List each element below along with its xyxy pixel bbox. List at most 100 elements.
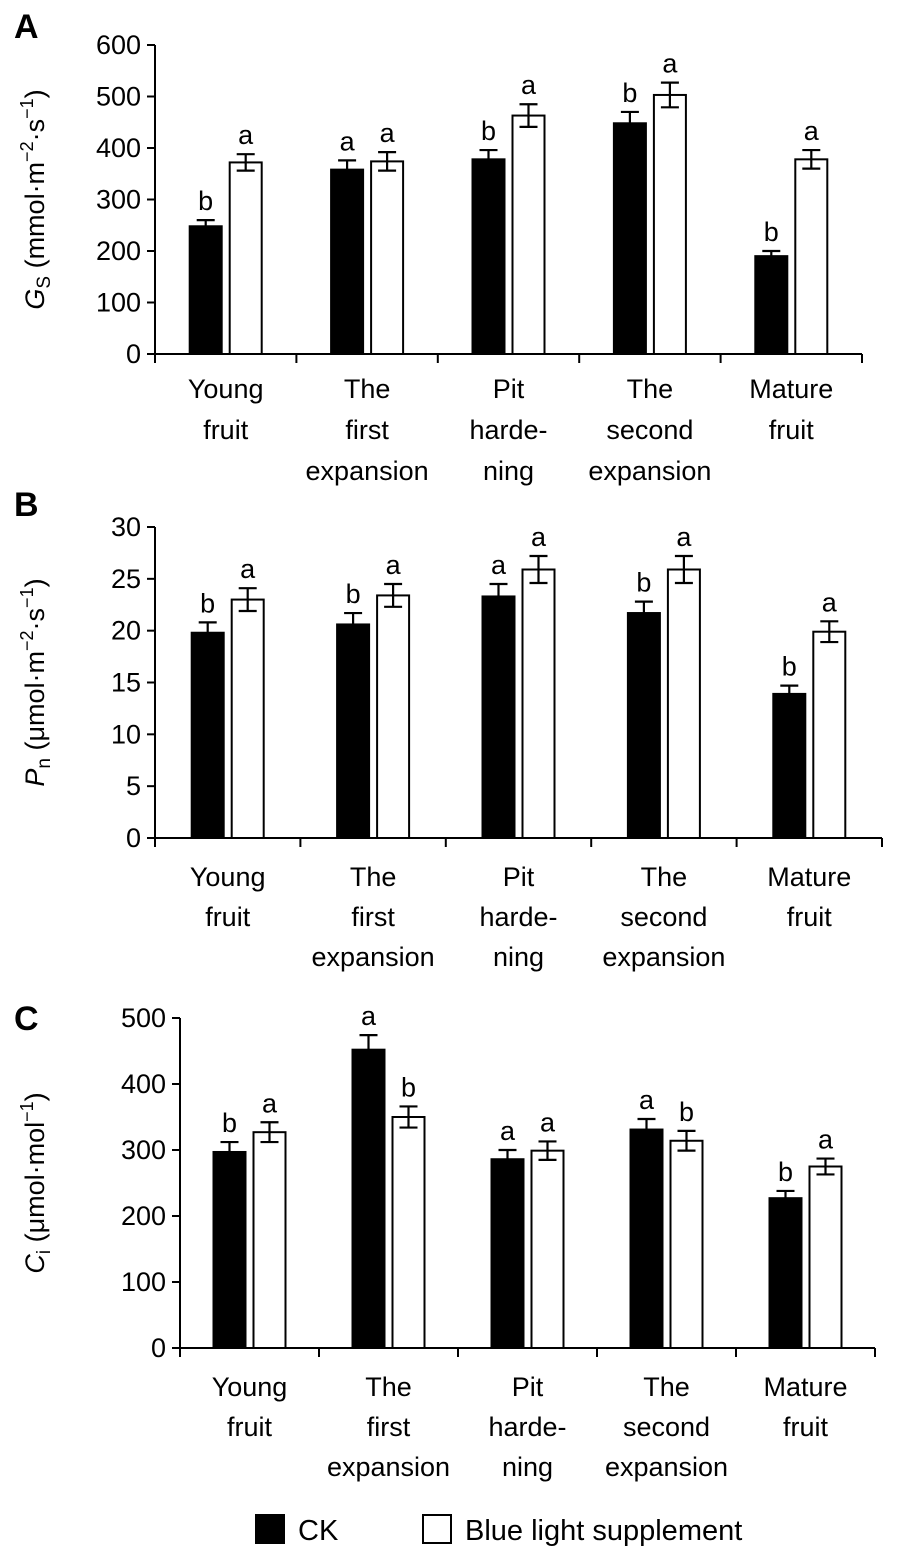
- x-category-label: first: [351, 902, 395, 932]
- x-category-label: second: [606, 415, 693, 445]
- x-category-label: expansion: [605, 1452, 728, 1482]
- bar-blue-light: [391, 1116, 426, 1349]
- y-tick-label: 30: [111, 512, 141, 542]
- significance-letter: a: [386, 550, 402, 580]
- legend-swatch-ck: [255, 1514, 285, 1544]
- y-tick-label: 20: [111, 616, 141, 646]
- significance-letter: b: [778, 1157, 793, 1187]
- x-category-label: expansion: [327, 1452, 450, 1482]
- bar-blue-light: [530, 1149, 565, 1350]
- legend-swatch-blue-light: [422, 1514, 452, 1544]
- bar-blue-light: [370, 160, 405, 355]
- bar-ck: [490, 1158, 525, 1349]
- bar-blue-light: [794, 158, 829, 355]
- bar-ck: [768, 1197, 803, 1350]
- x-category-label: harde-: [479, 902, 557, 932]
- legend: CK Blue light supplement: [255, 1514, 742, 1547]
- bar-ck: [612, 122, 647, 355]
- y-tick-label: 300: [121, 1135, 166, 1165]
- bar-blue-light: [652, 93, 687, 356]
- y-tick-label: 0: [126, 823, 141, 853]
- x-category-label: ning: [493, 942, 544, 972]
- y-tick-label: 200: [96, 236, 141, 266]
- x-category-label: harde-: [469, 415, 547, 445]
- x-category-label: Pit: [512, 1372, 544, 1402]
- x-category-label: expansion: [312, 942, 435, 972]
- significance-letter: a: [662, 49, 678, 79]
- x-category-label: The: [641, 862, 688, 892]
- significance-letter: a: [340, 126, 356, 156]
- bar-ck: [212, 1150, 247, 1349]
- y-tick-label: 100: [121, 1267, 166, 1297]
- y-tick-label: 500: [121, 1003, 166, 1033]
- y-tick-label: 600: [96, 30, 141, 60]
- bar-ck: [481, 595, 516, 839]
- significance-letter: b: [622, 78, 637, 108]
- x-category-label: Young: [190, 862, 266, 892]
- significance-letter: b: [198, 186, 213, 216]
- x-category-label: expansion: [588, 456, 711, 486]
- x-category-label: Pit: [493, 374, 525, 404]
- x-category-label: fruit: [205, 902, 251, 932]
- significance-letter: a: [521, 70, 537, 100]
- x-category-label: expansion: [306, 456, 429, 486]
- bar-ck: [188, 225, 223, 355]
- x-category-label: expansion: [602, 942, 725, 972]
- bar-ck: [471, 158, 506, 355]
- bar-ck: [629, 1128, 664, 1350]
- significance-letter: a: [804, 116, 820, 146]
- panel-letter: C: [14, 1000, 39, 1038]
- bar-ck: [330, 168, 365, 355]
- significance-letter: a: [822, 587, 838, 617]
- bar-ck: [626, 612, 661, 839]
- y-tick-label: 15: [111, 668, 141, 698]
- y-tick-label: 10: [111, 719, 141, 749]
- y-axis-label: GS (mmol·m−2·s−1): [17, 89, 55, 309]
- x-category-label: second: [623, 1412, 710, 1442]
- bar-ck: [190, 631, 225, 839]
- x-category-label: fruit: [203, 415, 249, 445]
- x-category-label: Young: [212, 1372, 288, 1402]
- significance-letter: a: [676, 522, 692, 552]
- y-axis-label: Pn (μmol·m−2·s−1): [17, 578, 55, 786]
- panel-b: B 0 5 10 15 20 25 30 Pn (μmol·m−2·s−1) Young fruit…: [14, 486, 883, 972]
- bar-blue-light: [511, 114, 546, 356]
- bar-ck: [336, 623, 371, 839]
- bar-blue-light: [812, 630, 847, 839]
- significance-letter: a: [500, 1116, 516, 1146]
- bar-ck: [351, 1048, 386, 1350]
- significance-letter: a: [491, 550, 507, 580]
- panel-c: C 0 100 200 300 400 500 Ci (μmol·mol−1) Young fru…: [14, 1000, 876, 1482]
- x-category-label: fruit: [787, 902, 833, 932]
- significance-letter: a: [380, 118, 396, 148]
- x-category-label: The: [627, 374, 674, 404]
- bar-blue-light: [230, 598, 265, 839]
- significance-letter: a: [240, 554, 256, 584]
- y-tick-label: 5: [126, 771, 141, 801]
- bar-blue-light: [808, 1165, 843, 1349]
- significance-letter: a: [818, 1125, 834, 1155]
- significance-letter: b: [401, 1072, 416, 1102]
- legend-label-ck: CK: [298, 1515, 339, 1547]
- x-category-label: fruit: [227, 1412, 273, 1442]
- significance-letter: a: [361, 1001, 377, 1031]
- y-tick-label: 0: [151, 1333, 166, 1363]
- significance-letter: b: [764, 217, 779, 247]
- significance-letter: b: [679, 1097, 694, 1127]
- significance-letter: a: [540, 1107, 556, 1137]
- bar-ck: [772, 692, 807, 839]
- bar-blue-light: [669, 1139, 704, 1350]
- significance-letter: a: [238, 120, 254, 150]
- y-tick-label: 0: [126, 339, 141, 369]
- bar-blue-light: [376, 594, 411, 839]
- y-tick-label: 400: [96, 133, 141, 163]
- x-category-label: The: [350, 862, 397, 892]
- x-category-label: The: [344, 374, 391, 404]
- bar-blue-light: [252, 1131, 287, 1350]
- x-category-label: harde-: [488, 1412, 566, 1442]
- legend-label-blue-light: Blue light supplement: [465, 1515, 742, 1547]
- x-category-label: fruit: [769, 415, 815, 445]
- y-axis-label: Ci (μmol·mol−1): [17, 1092, 55, 1273]
- significance-letter: b: [200, 588, 215, 618]
- significance-letter: a: [639, 1085, 655, 1115]
